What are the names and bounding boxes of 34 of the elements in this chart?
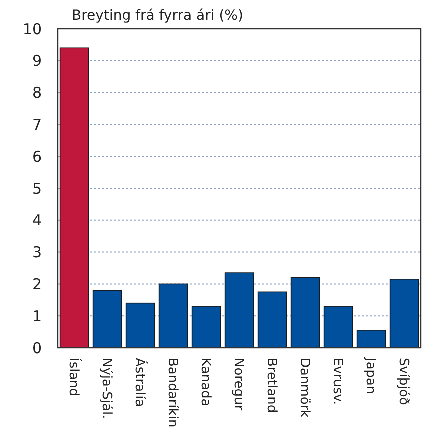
y-tick-label: 5 bbox=[32, 180, 42, 198]
bar bbox=[60, 48, 90, 348]
bar bbox=[324, 306, 354, 348]
y-tick-label: 6 bbox=[32, 148, 42, 166]
bar bbox=[158, 284, 188, 348]
y-tick-label: 10 bbox=[22, 20, 42, 38]
x-tick-label: Noregur bbox=[230, 358, 246, 412]
x-tick-label: Svíþjóð bbox=[396, 358, 411, 406]
y-tick-label: 9 bbox=[32, 52, 42, 70]
y-tick-label: 1 bbox=[32, 307, 42, 326]
x-tick-label: Ísland bbox=[66, 358, 83, 397]
x-tick-label: Evrusv. bbox=[330, 358, 345, 406]
bar bbox=[258, 292, 288, 348]
bar bbox=[92, 290, 122, 348]
bar bbox=[192, 306, 222, 348]
x-tick-label: Kanada bbox=[198, 358, 213, 407]
chart-title: Breyting frá fyrra ári (%) bbox=[72, 8, 244, 24]
y-tick-label: 8 bbox=[32, 84, 42, 102]
bar bbox=[126, 302, 156, 348]
x-tick-label: Ástralía bbox=[132, 358, 149, 408]
bar bbox=[356, 330, 386, 348]
x-tick-label: Danmörk bbox=[296, 358, 312, 418]
bar bbox=[290, 277, 320, 348]
x-tick-label: Nýja-Sjál. bbox=[98, 358, 114, 420]
x-tick-label: Bretland bbox=[264, 358, 279, 414]
y-tick-label: 3 bbox=[32, 244, 42, 262]
y-tick-label: 0 bbox=[32, 339, 42, 358]
x-tick-label: Bandaríkin bbox=[164, 358, 180, 428]
y-tick-label: 2 bbox=[32, 275, 42, 294]
bar bbox=[390, 279, 420, 348]
y-tick-label: 7 bbox=[32, 116, 42, 134]
y-tick-label: 4 bbox=[32, 212, 42, 230]
bar bbox=[224, 272, 254, 348]
x-tick-label: Japan bbox=[362, 357, 378, 394]
